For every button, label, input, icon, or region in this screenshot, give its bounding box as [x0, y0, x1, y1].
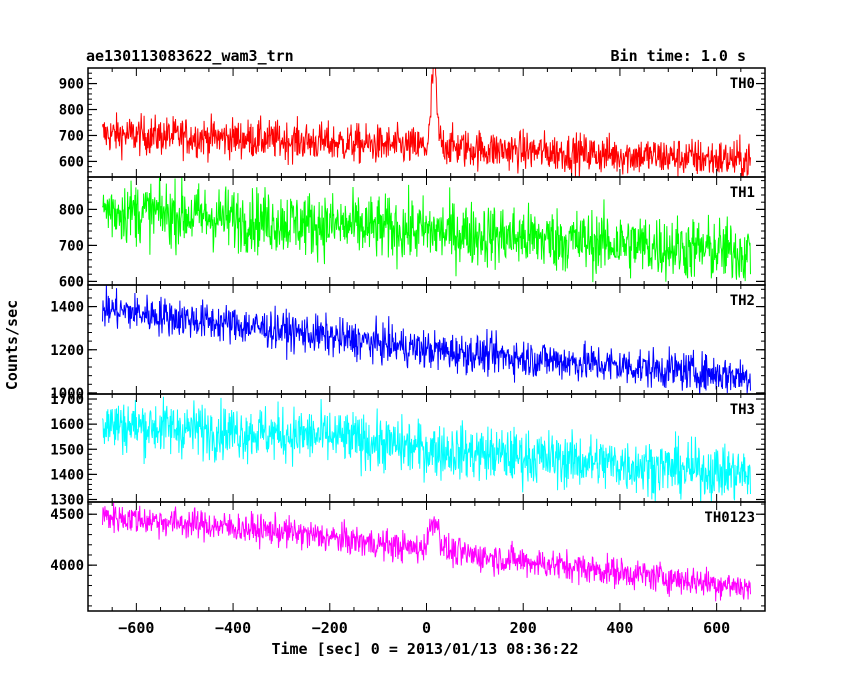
- x-tick-label: 0: [422, 619, 431, 637]
- panel-th0: 600 700 800 900 TH0: [59, 67, 766, 178]
- series-th3: [102, 396, 751, 502]
- series-th1: [102, 177, 751, 283]
- x-tick-label: −600: [118, 619, 154, 637]
- series-th0: [102, 68, 751, 177]
- panel-th3: 1300 1400 1500 1600 1700 TH3: [50, 392, 766, 508]
- chart-title: ae130113083622_wam3_trn: [86, 47, 294, 65]
- panel-label: TH0123: [704, 510, 755, 526]
- y-tick-label: 600: [59, 274, 84, 290]
- panel-th2: 1000 1200 1400 TH2: [50, 284, 766, 402]
- y-tick-label: 1400: [50, 467, 84, 483]
- y-tick-label: 1600: [50, 417, 84, 433]
- y-tick-label: 900: [59, 77, 84, 93]
- panels-group: 600 700 800 900 TH0 600 700 800 TH1 1000 1200 1400 T…: [50, 67, 766, 612]
- y-tick-label: 800: [59, 202, 84, 218]
- y-tick-label: 800: [59, 103, 84, 119]
- y-tick-label: 4500: [50, 507, 84, 523]
- x-tick-label: −400: [215, 619, 251, 637]
- y-tick-label: 700: [59, 238, 84, 254]
- y-tick-label: 700: [59, 128, 84, 144]
- panel-th0123: 4000 4500 TH0123: [50, 501, 766, 612]
- x-tick-label: 600: [703, 619, 730, 637]
- panel-label: TH0: [730, 76, 755, 92]
- y-tick-label: 1300: [50, 492, 84, 508]
- y-tick-label: 1400: [50, 300, 84, 316]
- series-th0123: [102, 502, 751, 602]
- panel-label: TH1: [730, 185, 755, 201]
- series-th2: [102, 285, 751, 394]
- panel-frame: [87, 176, 766, 286]
- x-tick-label: 200: [510, 619, 537, 637]
- panel-th1: 600 700 800 TH1: [59, 176, 766, 290]
- y-axis-label: Counts/sec: [3, 300, 21, 390]
- y-tick-label: 1000: [50, 386, 84, 402]
- x-axis: −600 −400 −200 0 200 400 600: [118, 619, 730, 637]
- x-axis-label: Time [sec] 0 = 2013/01/13 08:36:22: [271, 640, 578, 658]
- y-tick-label: 1200: [50, 343, 84, 359]
- y-tick-label: 1700: [50, 392, 84, 408]
- y-tick-label: 1500: [50, 442, 84, 458]
- bin-time-label: Bin time: 1.0 s: [611, 47, 746, 65]
- y-tick-label: 4000: [50, 558, 84, 574]
- x-tick-label: 400: [606, 619, 633, 637]
- panel-label: TH2: [730, 293, 755, 309]
- panel-label: TH3: [730, 402, 755, 418]
- y-tick-label: 600: [59, 154, 84, 170]
- x-tick-label: −200: [312, 619, 348, 637]
